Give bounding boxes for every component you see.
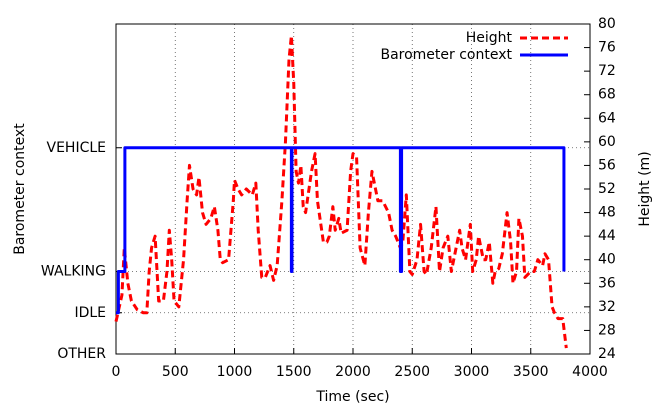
y2-tick-label: 64 [598, 110, 616, 126]
legend-label: Height [466, 30, 513, 46]
series-line [114, 34, 568, 349]
y2-tick-label: 72 [598, 63, 616, 79]
y2-tick-label: 28 [598, 322, 616, 338]
x-tick-label: 3500 [513, 364, 549, 380]
legend-label: Barometer context [380, 47, 512, 63]
plot-border [115, 23, 591, 355]
x-tick-label: 1000 [217, 364, 253, 380]
x-tick-label: 4000 [572, 364, 608, 380]
y2-tick-label: 36 [598, 275, 616, 291]
x-tick-label: 3000 [454, 364, 490, 380]
y-axis-label: Barometer context [12, 123, 28, 255]
y2-tick-label: 24 [598, 346, 616, 362]
y-tick-label: VEHICLE [47, 140, 107, 156]
y2-tick-label: 44 [598, 228, 616, 244]
y2-tick-label: 76 [598, 40, 616, 56]
y2-tick-label: 56 [598, 157, 616, 173]
y-tick-label: IDLE [74, 305, 106, 321]
x-tick-label: 2000 [335, 364, 371, 380]
y2-tick-label: 40 [598, 252, 616, 268]
x-axis-label: Time (sec) [315, 389, 389, 405]
series-line [116, 146, 566, 315]
y2-tick-label: 60 [598, 134, 616, 150]
y2-tick-label: 80 [598, 16, 616, 32]
y2-tick-label: 52 [598, 181, 616, 197]
x-tick-label: 1500 [276, 364, 312, 380]
x-tick-label: 500 [162, 364, 189, 380]
x-tick-label: 2500 [394, 364, 430, 380]
y2-tick-label: 68 [598, 87, 616, 103]
y2-axis-label: Height (m) [637, 151, 653, 226]
y-tick-label: WALKING [41, 264, 106, 280]
x-tick-label: 0 [112, 364, 121, 380]
y2-tick-label: 32 [598, 299, 616, 315]
y2-tick-label: 48 [598, 205, 616, 221]
y-tick-label: OTHER [57, 346, 106, 362]
